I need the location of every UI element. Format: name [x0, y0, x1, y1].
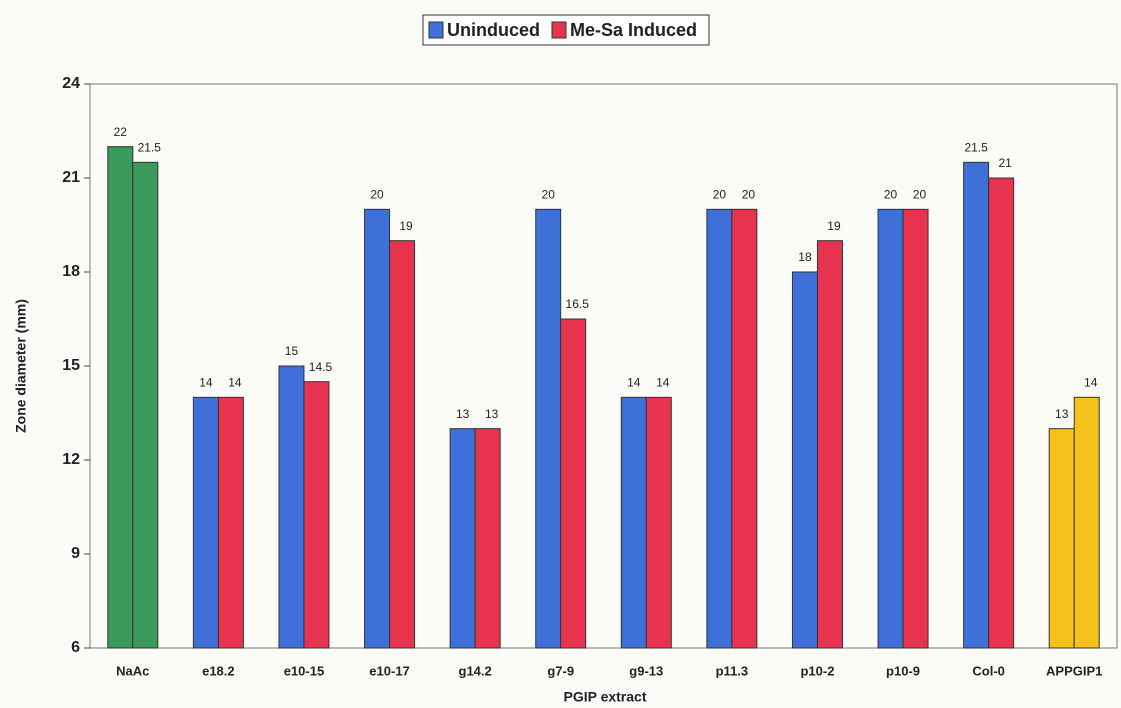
- bar: [217, 396, 244, 649]
- value-label: 13: [485, 407, 499, 421]
- legend-label: Me-Sa Induced: [570, 20, 697, 40]
- y-tick-label: 15: [62, 357, 80, 374]
- bar: [902, 208, 929, 649]
- x-tick-label: p11.3: [716, 663, 749, 678]
- bar: [791, 271, 818, 649]
- bar: [877, 208, 904, 649]
- value-label: 14: [1084, 376, 1098, 390]
- value-label: 21: [998, 156, 1012, 170]
- bar: [1048, 428, 1075, 649]
- bar: [364, 208, 391, 649]
- legend-label: Uninduced: [447, 20, 540, 40]
- value-label: 19: [827, 219, 841, 233]
- y-tick-label: 9: [71, 545, 80, 562]
- bar: [963, 161, 990, 649]
- bar: [816, 240, 843, 649]
- legend-swatch: [428, 21, 444, 39]
- y-tick-label: 18: [62, 263, 80, 280]
- x-tick-label: e10-15: [284, 663, 324, 678]
- x-tick-label: g9-13: [629, 663, 663, 678]
- x-tick-label: Col-0: [972, 663, 1005, 678]
- x-tick-label: g14.2: [459, 663, 492, 678]
- x-tick-label: NaAc: [116, 663, 149, 678]
- bar: [706, 208, 733, 649]
- y-tick-label: 6: [71, 639, 80, 656]
- bar: [1073, 396, 1100, 649]
- value-label: 16.5: [566, 297, 590, 311]
- value-label: 18: [798, 250, 812, 264]
- value-label: 19: [399, 219, 413, 233]
- x-axis-label: PGIP extract: [563, 689, 646, 705]
- x-tick-label: p10-9: [886, 663, 920, 678]
- value-label: 20: [913, 188, 927, 202]
- x-tick-label: p10-2: [800, 663, 834, 678]
- value-label: 14: [656, 376, 670, 390]
- bar: [474, 428, 501, 649]
- bar: [107, 146, 134, 649]
- value-label: 14.5: [309, 360, 333, 374]
- value-label: 20: [884, 188, 898, 202]
- legend-swatch: [551, 21, 567, 39]
- value-label: 21.5: [138, 141, 162, 155]
- value-label: 20: [370, 188, 384, 202]
- value-label: 20: [713, 188, 727, 202]
- value-label: 21.5: [964, 141, 988, 155]
- value-label: 20: [742, 188, 756, 202]
- value-label: 15: [285, 344, 299, 358]
- y-axis-label: Zone diameter (mm): [13, 299, 29, 433]
- value-label: 13: [1055, 407, 1069, 421]
- bar: [560, 318, 587, 649]
- y-tick-label: 12: [62, 451, 80, 468]
- bar: [645, 396, 672, 649]
- value-label: 22: [114, 125, 128, 139]
- y-tick-label: 24: [62, 75, 80, 92]
- bar: [535, 208, 562, 649]
- value-label: 13: [456, 407, 470, 421]
- y-tick-label: 21: [62, 169, 80, 186]
- x-tick-label: APPGIP1: [1046, 663, 1102, 678]
- bar: [389, 240, 416, 649]
- bar: [303, 381, 330, 649]
- x-tick-label: e18.2: [202, 663, 235, 678]
- value-label: 20: [542, 188, 556, 202]
- bar: [278, 365, 305, 649]
- bar: [132, 161, 159, 649]
- x-tick-label: g7-9: [547, 663, 574, 678]
- bar: [988, 177, 1015, 649]
- bar: [731, 208, 758, 649]
- value-label: 14: [627, 376, 641, 390]
- value-label: 14: [199, 376, 213, 390]
- bar: [449, 428, 476, 649]
- x-tick-label: e10-17: [369, 663, 409, 678]
- value-label: 14: [228, 376, 242, 390]
- bar: [620, 396, 647, 649]
- plot-frame: [89, 83, 1118, 649]
- bar: [192, 396, 219, 649]
